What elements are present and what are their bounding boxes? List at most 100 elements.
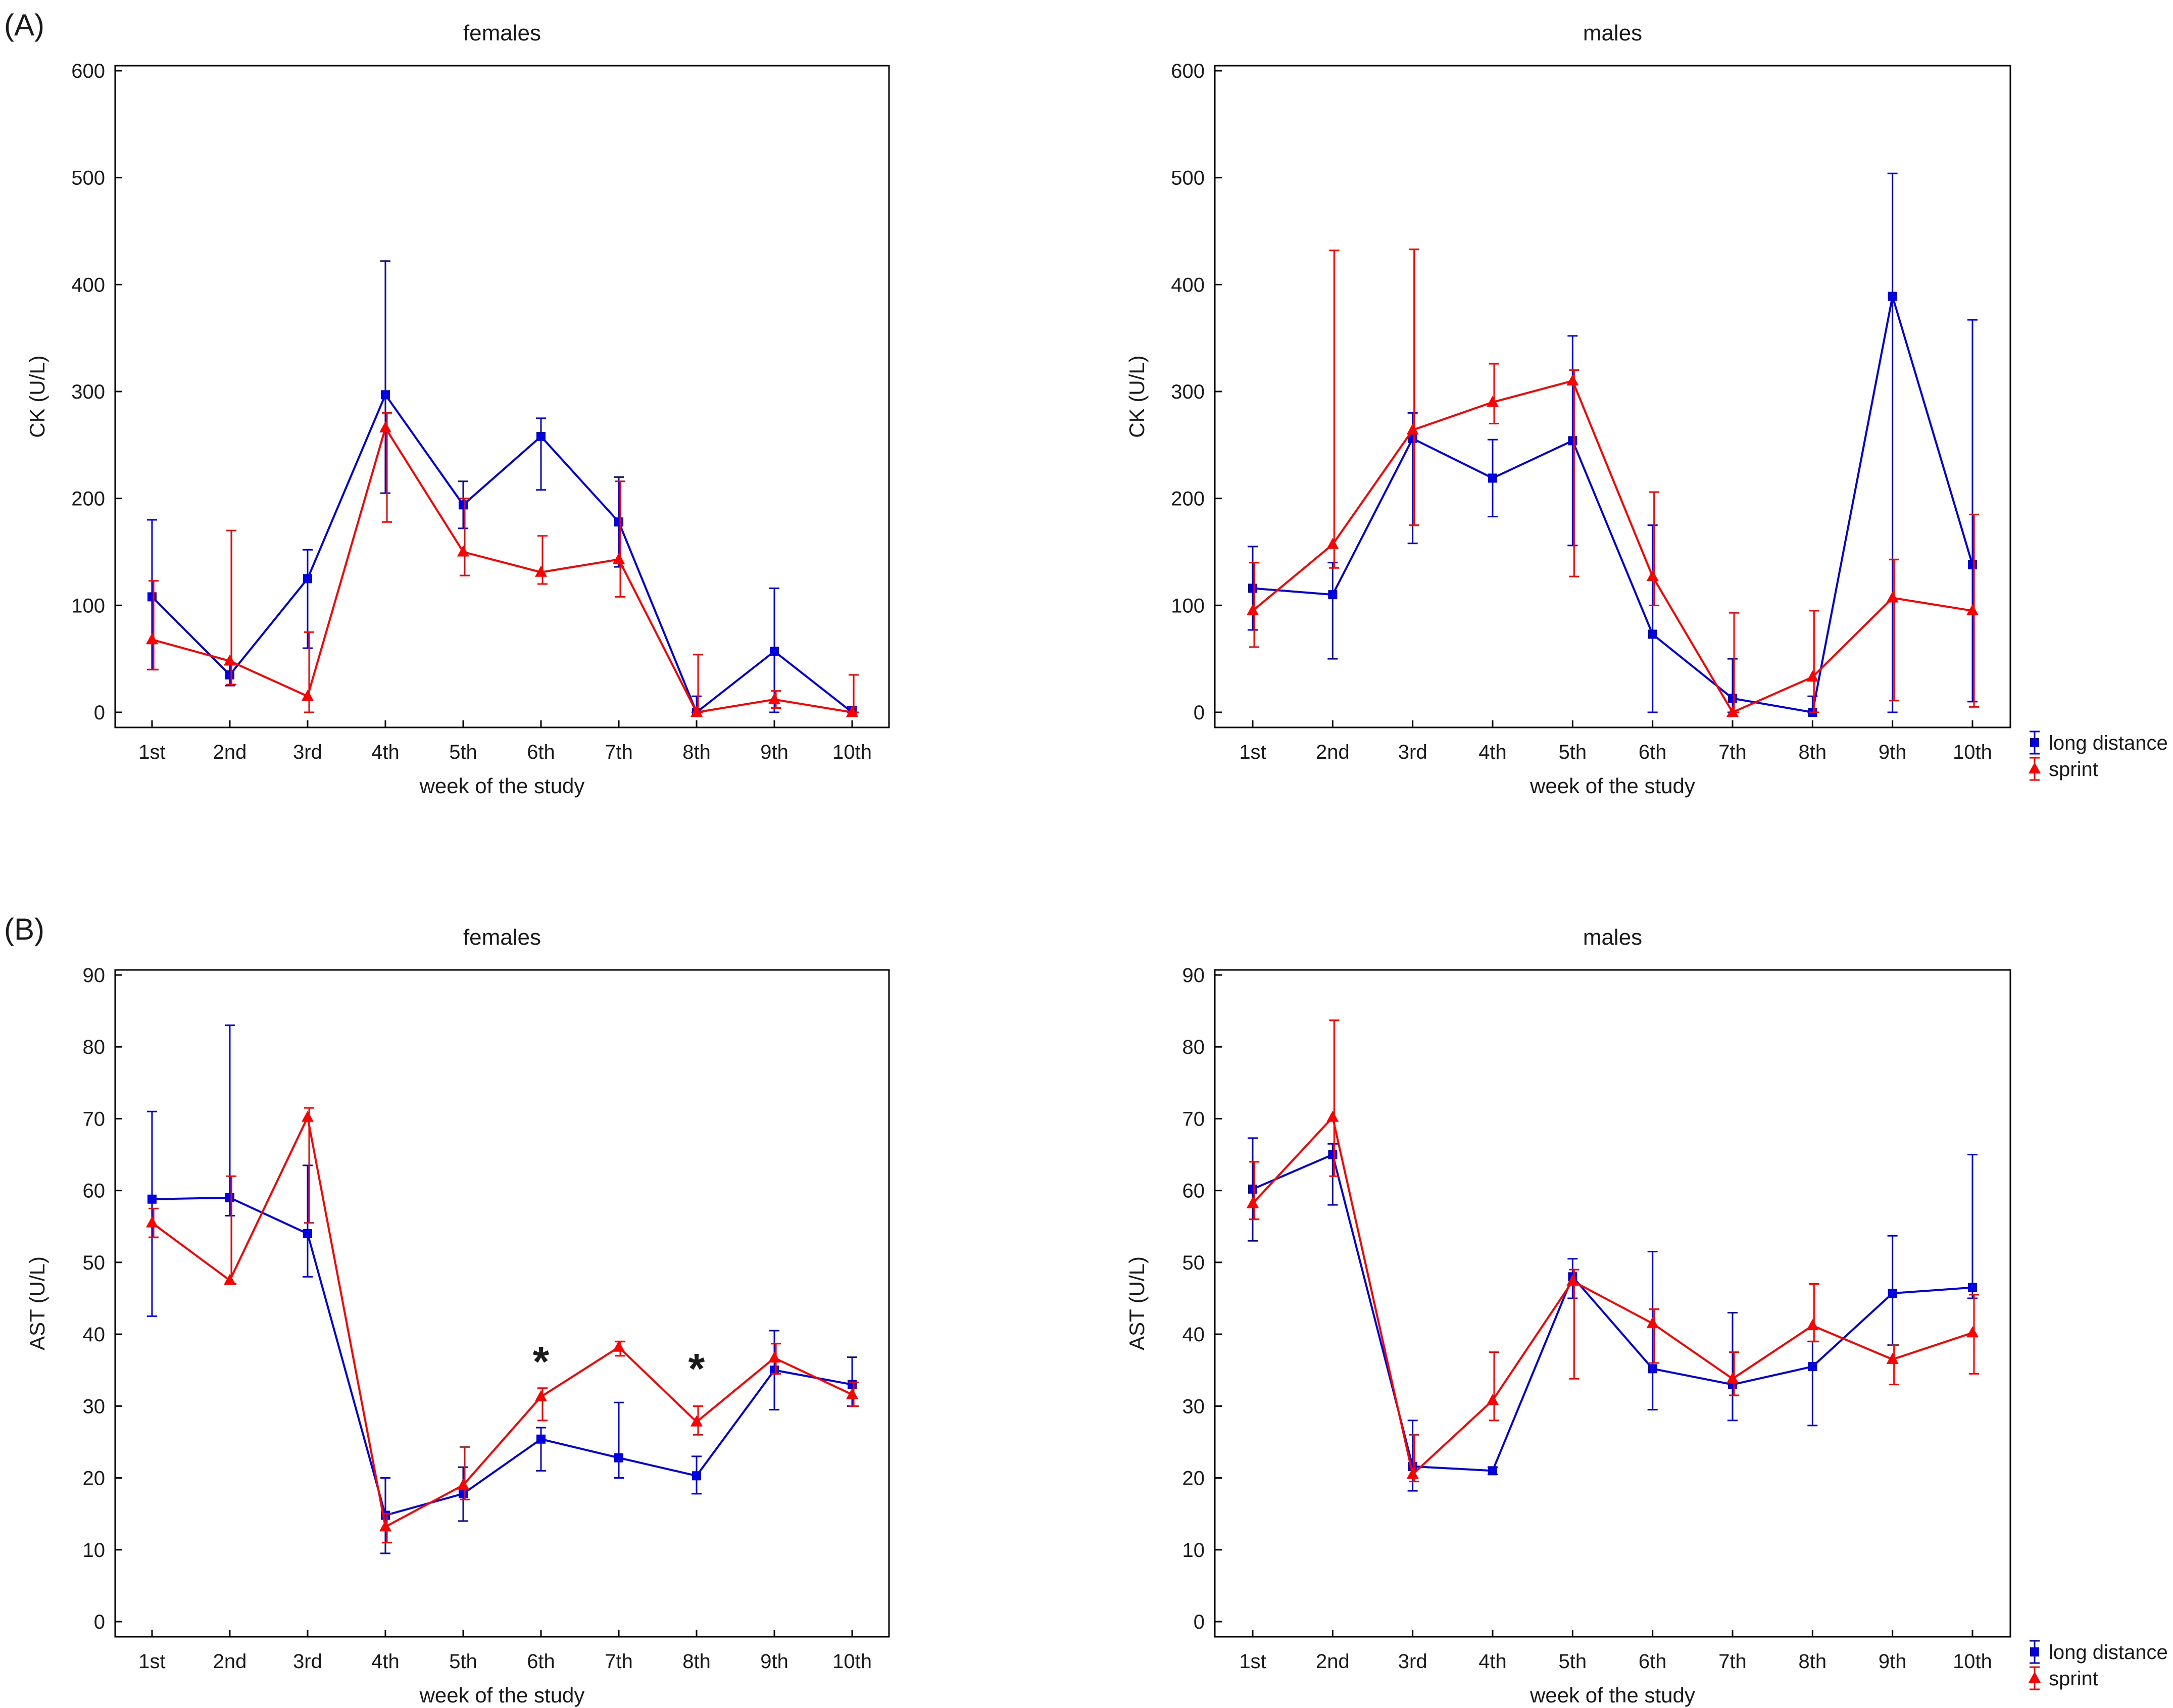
x-tick-label: 8th xyxy=(682,1650,711,1673)
data-point-triangle xyxy=(1406,1468,1419,1479)
y-tick-label: 10 xyxy=(83,1539,106,1561)
x-tick-label: 7th xyxy=(605,741,633,763)
x-tick-label: 8th xyxy=(682,741,711,763)
x-tick-label: 3rd xyxy=(293,741,322,763)
y-tick-label: 100 xyxy=(1171,595,1205,617)
series-line xyxy=(1252,1153,1973,1472)
series-sprint xyxy=(1247,1019,1979,1483)
y-axis-label: AST (U/L) xyxy=(1125,1256,1149,1350)
plot-frame xyxy=(1214,969,2011,1638)
data-point-square xyxy=(848,1380,857,1389)
data-point-triangle xyxy=(768,693,781,704)
y-tick-label: 90 xyxy=(1182,964,1205,987)
legend-label: sprint xyxy=(2049,1668,2098,1690)
data-point-square xyxy=(303,1229,312,1238)
data-point-square xyxy=(1808,1362,1817,1372)
data-point-triangle xyxy=(1566,1274,1579,1286)
x-tick-label: 2nd xyxy=(213,1650,247,1673)
y-tick-label: 80 xyxy=(83,1036,106,1058)
x-axis-label: week of the study xyxy=(419,774,585,798)
plot-frame xyxy=(114,65,890,728)
data-point-triangle xyxy=(1646,570,1659,581)
y-tick-label: 0 xyxy=(1194,702,1205,724)
x-tick-label: 7th xyxy=(1718,1650,1747,1673)
x-tick-label: 8th xyxy=(1799,741,1827,763)
x-tick-label: 6th xyxy=(1639,1650,1667,1673)
data-point-square xyxy=(536,1434,546,1444)
y-tick-label: 40 xyxy=(83,1324,106,1346)
y-axis-label: CK (U/L) xyxy=(25,355,49,437)
data-point-triangle xyxy=(457,545,469,557)
data-point-triangle xyxy=(379,421,391,432)
y-tick-label: 500 xyxy=(1171,167,1205,189)
data-point-triangle xyxy=(1487,396,1499,407)
x-tick-label: 9th xyxy=(1879,741,1907,763)
series-long-distance xyxy=(146,1024,858,1554)
y-tick-label: 20 xyxy=(83,1468,106,1490)
x-tick-label: 6th xyxy=(527,1650,555,1673)
data-point-triangle xyxy=(223,654,236,666)
series-line xyxy=(1252,296,1973,714)
data-point-triangle xyxy=(145,633,158,645)
series-line xyxy=(151,393,853,714)
data-point-square xyxy=(1888,291,1897,301)
x-tick-label: 5th xyxy=(1559,741,1587,763)
y-tick-label: 70 xyxy=(1182,1108,1205,1130)
data-point-triangle xyxy=(223,1274,236,1285)
data-point-square xyxy=(1328,1150,1338,1159)
x-tick-label: 1st xyxy=(138,1650,165,1673)
x-tick-label: 10th xyxy=(1953,1650,1992,1673)
legend-marker-triangle xyxy=(2029,1672,2041,1683)
data-point-triangle xyxy=(535,1390,548,1401)
x-tick-label: 9th xyxy=(1879,1650,1907,1673)
data-point-triangle xyxy=(379,1520,391,1532)
legend-label: long distance xyxy=(2049,732,2168,754)
y-tick-label: 0 xyxy=(94,702,105,724)
series-long-distance xyxy=(146,260,858,717)
x-axis-label: week of the study xyxy=(1529,1683,1695,1707)
panel-label-b: (B) xyxy=(4,912,44,946)
data-point-triangle xyxy=(846,706,859,717)
data-point-triangle xyxy=(846,1388,859,1399)
y-tick-label: 60 xyxy=(1182,1180,1205,1202)
chart-title: females xyxy=(463,925,541,950)
data-point-square xyxy=(303,574,312,583)
data-point-square xyxy=(1728,694,1737,703)
data-point-square xyxy=(614,1453,624,1462)
data-point-square xyxy=(147,1194,157,1204)
x-tick-label: 3rd xyxy=(293,1650,322,1673)
y-tick-label: 60 xyxy=(83,1180,106,1202)
data-point-square xyxy=(147,592,157,602)
x-tick-label: 4th xyxy=(1478,741,1507,763)
chart-3: males 0 10 20 30 40 50 60 70 80 90 1st 2nd 3rd 4th 5th 6… xyxy=(1125,925,2168,1707)
y-tick-label: 0 xyxy=(94,1611,105,1633)
y-tick-label: 0 xyxy=(1194,1611,1205,1633)
data-point-triangle xyxy=(1966,1326,1979,1338)
legend-label: sprint xyxy=(2049,758,2098,780)
data-point-triangle xyxy=(1966,604,1979,615)
data-point-triangle xyxy=(1247,1197,1259,1208)
x-tick-label: 1st xyxy=(1239,1650,1266,1673)
chart-title: females xyxy=(463,21,541,45)
data-point-square xyxy=(225,1193,234,1202)
series-sprint xyxy=(145,1107,859,1544)
data-point-square xyxy=(1968,1283,1977,1292)
data-point-triangle xyxy=(613,1340,625,1352)
y-tick-label: 500 xyxy=(71,167,105,189)
y-tick-label: 50 xyxy=(1182,1252,1205,1274)
y-tick-label: 300 xyxy=(71,381,105,403)
x-tick-label: 5th xyxy=(1559,1650,1587,1673)
data-point-triangle xyxy=(1806,670,1819,682)
x-tick-label: 8th xyxy=(1799,1650,1827,1673)
data-point-triangle xyxy=(690,1415,703,1427)
x-tick-label: 2nd xyxy=(1316,1650,1350,1673)
data-point-triangle xyxy=(768,1351,781,1363)
x-tick-label: 3rd xyxy=(1398,741,1427,763)
data-point-triangle xyxy=(1886,1352,1899,1364)
x-tick-label: 4th xyxy=(371,741,400,763)
series-line xyxy=(151,1114,853,1529)
y-tick-label: 40 xyxy=(1182,1324,1205,1346)
data-point-triangle xyxy=(1646,1316,1659,1328)
